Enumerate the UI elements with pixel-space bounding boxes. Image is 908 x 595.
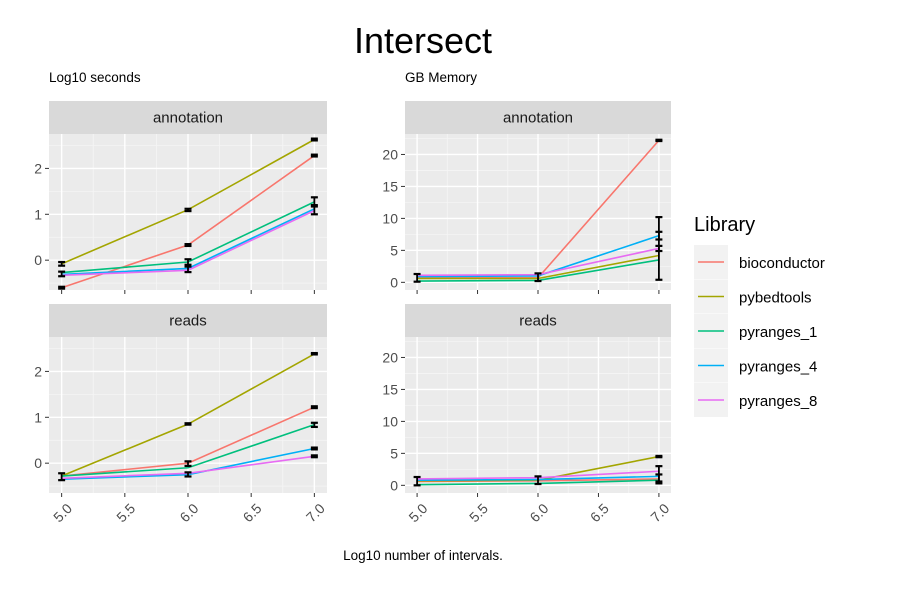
x-tick-label: 6.5 [587, 500, 612, 525]
figure-title: Intersect [354, 20, 492, 61]
error-bar [184, 207, 192, 213]
error-bar [58, 285, 66, 290]
error-bar [413, 475, 421, 487]
series-line-pyranges_1 [61, 423, 315, 477]
error-bar [310, 137, 318, 142]
error-bar [184, 258, 192, 266]
error-bar [655, 138, 663, 143]
error-bar [184, 265, 192, 274]
error-bar [310, 421, 318, 429]
left-column-subtitle: Log10 seconds [49, 70, 141, 85]
y-tick-label: 2 [34, 160, 42, 176]
facet-panels: annotation 0 1 2 annotation 0 5 10 15 20 reads 0 1 2 5… [34, 101, 673, 525]
error-bar [184, 243, 192, 248]
facet-strip [405, 101, 671, 134]
error-bar [184, 471, 192, 478]
legend-item-bioconductor: bioconductor [694, 245, 825, 279]
panel-annotation-seconds: annotation 0 1 2 [34, 101, 327, 294]
facet-strip-label: reads [169, 313, 207, 330]
error-bar [534, 272, 542, 283]
y-tick-label: 15 [382, 381, 398, 397]
legend: Library bioconductor pybedtools pyranges_1… [694, 214, 825, 417]
y-tick-label: 10 [382, 413, 398, 429]
error-bar [58, 260, 66, 267]
y-tick-label: 15 [382, 178, 398, 194]
facet-strip-label: annotation [153, 110, 223, 127]
legend-title: Library [694, 214, 755, 236]
legend-label: pyranges_8 [739, 393, 817, 410]
legend-item-pyranges_4: pyranges_4 [694, 348, 817, 383]
error-bar [655, 230, 663, 241]
y-tick-label: 0 [390, 274, 398, 290]
x-tick-label: 5.0 [50, 500, 75, 525]
y-tick-label: 0 [390, 477, 398, 493]
legend-label: pyranges_4 [739, 359, 817, 376]
x-tick-label: 6.5 [240, 500, 265, 525]
x-tick-label: 7.0 [303, 500, 328, 525]
legend-label: bioconductor [739, 255, 825, 272]
legend-item-pyranges_1: pyranges_1 [694, 314, 817, 348]
facet-strip [405, 304, 671, 337]
y-tick-label: 5 [390, 242, 398, 258]
legend-item-pyranges_8: pyranges_8 [694, 383, 817, 417]
x-tick-label: 5.0 [405, 500, 430, 525]
y-tick-label: 20 [382, 349, 398, 365]
error-bar [310, 204, 318, 216]
x-tick-label: 5.5 [466, 500, 491, 525]
y-tick-label: 1 [34, 206, 42, 222]
error-bar [655, 244, 663, 253]
error-bar [534, 475, 542, 486]
x-tick-label: 6.0 [176, 500, 201, 525]
error-bar [184, 460, 192, 468]
panel-reads-memory: reads 0 5 10 15 20 5.0 5.5 6.0 6.5 7.0 [382, 304, 673, 525]
error-bar [310, 446, 318, 451]
error-bar [310, 454, 318, 459]
x-tick-label: 7.0 [647, 500, 672, 525]
y-tick-label: 1 [34, 409, 42, 425]
legend-label: pyranges_1 [739, 324, 817, 341]
legend-label: pybedtools [739, 290, 812, 307]
facet-strip [49, 304, 327, 337]
panel-reads-seconds: reads 0 1 2 5.0 5.5 6.0 6.5 7.0 [34, 304, 328, 525]
error-bar [184, 422, 192, 426]
y-tick-label: 0 [34, 455, 42, 471]
y-tick-label: 0 [34, 252, 42, 268]
x-tick-label: 5.5 [113, 500, 138, 525]
y-tick-label: 2 [34, 363, 42, 379]
y-tick-label: 20 [382, 146, 398, 162]
error-bar [58, 472, 66, 482]
error-bar [655, 454, 663, 459]
error-bar [310, 351, 318, 356]
error-bar [58, 270, 66, 278]
error-bar [413, 272, 421, 283]
facet-strip-label: reads [519, 313, 557, 330]
facet-strip [49, 101, 327, 134]
error-bar [655, 473, 663, 483]
y-tick-label: 5 [390, 445, 398, 461]
x-axis-caption: Log10 number of intervals. [343, 548, 503, 563]
error-bar [310, 405, 318, 410]
panel-annotation-memory: annotation 0 5 10 15 20 [382, 101, 671, 294]
x-tick-label: 6.0 [526, 500, 551, 525]
y-tick-label: 10 [382, 210, 398, 226]
right-column-subtitle: GB Memory [405, 70, 477, 85]
legend-item-pybedtools: pybedtools [694, 279, 812, 314]
facet-strip-label: annotation [503, 110, 573, 127]
error-bar [310, 153, 318, 158]
